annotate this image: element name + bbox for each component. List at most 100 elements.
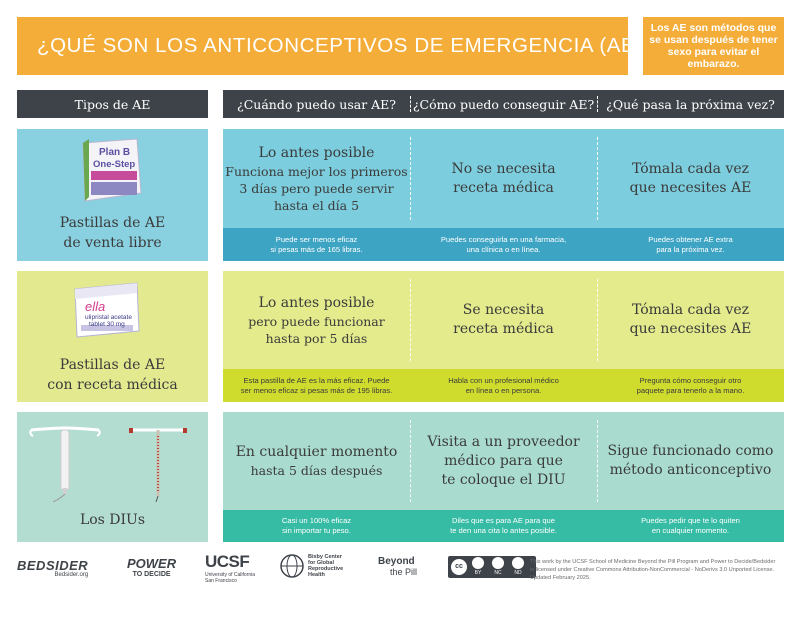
when-detail-line: hasta el día 5 xyxy=(273,197,360,213)
cc-icon: cc xyxy=(451,559,467,575)
row-prescription-pills: ella ulipristal acetate tablet 30 mg Pas… xyxy=(17,271,784,402)
how-line: te coloque el DIU xyxy=(441,471,566,488)
band-next-line: Puedes obtener AE extra xyxy=(648,234,733,244)
how-line: receta médica xyxy=(453,179,554,196)
cell-when: Lo antes posible pero puede funcionar ha… xyxy=(223,271,410,369)
ucsf-subtitle: University of California xyxy=(205,572,256,578)
creative-commons-badge: cc BY NC ND xyxy=(448,556,536,578)
band-next-line: Pregunta cómo conseguir otro xyxy=(639,375,742,385)
cell-how: Visita a un proveedor médico para que te… xyxy=(410,412,597,510)
footer: BEDSIDER Bedsider.org POWER TO DECIDE UC… xyxy=(17,552,784,592)
row-label-panel: Plan B One-Step Pastillas de AE de venta… xyxy=(17,129,208,261)
row-info-panel: En cualquier momento hasta 5 días despué… xyxy=(223,412,784,542)
row-footnote-band: Casi un 100% eficaz sin importar tu peso… xyxy=(223,510,784,542)
column-divider xyxy=(597,420,598,502)
how-line: Visita a un proveedor xyxy=(427,433,580,450)
row-footnote-band: Puede ser menos eficaz si pesas más de 1… xyxy=(223,228,784,261)
next-line: método anticonceptivo xyxy=(609,462,772,478)
when-detail-line: Funciona mejor los primeros xyxy=(225,163,408,179)
header-types: Tipos de AE xyxy=(17,90,208,118)
when-detail-line: 3 días pero puede servir xyxy=(239,180,394,196)
attribution-icon xyxy=(472,557,484,569)
band-how-line: te den una cita lo antes posible. xyxy=(450,526,557,535)
band-how-line: una clínica o en línea. xyxy=(466,244,541,254)
row-label-panel: Los DIUs xyxy=(17,412,208,542)
to-decide-wordmark: TO DECIDE xyxy=(132,571,171,578)
band-how-line: en línea o en persona. xyxy=(465,385,542,395)
bixby-line: Reproductive xyxy=(308,566,344,572)
band-next-line: Puedes pedir que te lo quiten xyxy=(641,516,740,525)
band-how-line: Habla con un profesional médico xyxy=(448,375,559,385)
plan-b-brand-line2: One-Step xyxy=(93,159,135,170)
ucsf-subtitle: San Francisco xyxy=(205,578,237,584)
next-line: que necesites AE xyxy=(629,321,752,337)
copper-iud-image xyxy=(29,426,101,502)
row-label-line1: Los DIUs xyxy=(79,512,146,528)
band-when-line: Puede ser menos eficaz xyxy=(275,234,358,244)
cell-when: Lo antes posible Funciona mejor los prim… xyxy=(223,129,410,228)
next-line: que necesites AE xyxy=(629,179,752,196)
how-line: receta médica xyxy=(453,321,554,337)
band-next-line: para la próxima vez. xyxy=(656,244,725,254)
row-info-panel: Lo antes posible pero puede funcionar ha… xyxy=(223,271,784,402)
when-detail-line: pero puede funcionar xyxy=(248,313,385,329)
beyond-the-pill-logo: Beyond the Pill xyxy=(378,556,417,577)
row-label: Pastillas de AE de venta libre xyxy=(17,213,208,253)
cell-when: En cualquier momento hasta 5 días despué… xyxy=(223,412,410,510)
cell-how: No se necesita receta médica xyxy=(410,129,597,228)
when-title: En cualquier momento xyxy=(235,444,398,460)
column-divider xyxy=(410,137,411,220)
header-bar xyxy=(223,90,784,118)
globe-icon xyxy=(280,554,304,578)
definition-note: Los AE son métodos que se usan después d… xyxy=(643,17,784,75)
the-pill-wordmark: the Pill xyxy=(390,567,418,577)
band-how: Puedes conseguirla en una farmacia, una … xyxy=(410,228,597,261)
column-divider xyxy=(410,279,411,361)
bedsider-url: Bedsider.org xyxy=(54,572,89,578)
bixby-line: Bixby Center xyxy=(308,554,342,560)
bedsider-wordmark: BEDSIDER xyxy=(17,558,89,573)
bixby-line: for Global xyxy=(308,560,334,566)
band-next: Pregunta cómo conseguir otro paquete par… xyxy=(597,369,784,402)
band-next: Puedes pedir que te lo quiten en cualqui… xyxy=(597,510,784,542)
row-label-line1: Pastillas de AE xyxy=(59,357,166,373)
title-bar: ¿QUÉ SON LOS ANTICONCEPTIVOS DE EMERGENC… xyxy=(17,17,654,75)
ella-drug: ulipristal acetate xyxy=(85,314,132,321)
row-label: Los DIUs xyxy=(17,510,208,530)
band-when: Puede ser menos eficaz si pesas más de 1… xyxy=(223,228,410,261)
band-how-line: Puedes conseguirla en una farmacia, xyxy=(440,234,567,244)
header-next: ¿Qué pasa la próxima vez? xyxy=(606,96,775,112)
band-how: Diles que es para AE para que te den una… xyxy=(410,510,597,542)
row-main-area: Lo antes posible pero puede funcionar ha… xyxy=(223,271,784,369)
ucsf-wordmark: UCSF xyxy=(205,552,250,571)
cell-how: Se necesita receta médica xyxy=(410,271,597,369)
row-label-line2: con receta médica xyxy=(47,377,178,393)
power-wordmark: POWER xyxy=(127,556,177,571)
when-title: Lo antes posible xyxy=(258,144,375,161)
column-divider xyxy=(597,137,598,220)
band-when-line: si pesas más de 165 libras. xyxy=(270,244,363,254)
band-when-line: Esta pastilla de AE es la más eficaz. Pu… xyxy=(243,375,390,385)
noncommercial-icon xyxy=(492,557,504,569)
band-when-line: sin importar tu peso. xyxy=(282,526,351,535)
row-label-line2: de venta libre xyxy=(63,235,162,251)
when-detail: pero puede funcionar hasta por 5 días xyxy=(248,313,384,347)
next-line: Tómala cada vez xyxy=(631,302,750,318)
when-detail: hasta 5 días después xyxy=(251,462,383,479)
row-otc-pills: Plan B One-Step Pastillas de AE de venta… xyxy=(17,129,784,261)
band-next-line: en cualquier momento. xyxy=(651,526,730,535)
when-title: Lo antes posible xyxy=(258,294,375,311)
when-detail-line: hasta 5 días después xyxy=(250,463,383,478)
page-title: ¿QUÉ SON LOS ANTICONCEPTIVOS DE EMERGENC… xyxy=(37,34,655,57)
column-divider xyxy=(597,279,598,361)
cell-next: Sigue funcionado como método anticoncept… xyxy=(597,412,784,510)
band-when-line: Casi un 100% eficaz xyxy=(281,516,352,525)
ella-dose: tablet 30 mg xyxy=(89,321,125,328)
hormonal-iud-image xyxy=(129,428,187,502)
band-next-line: paquete para tenerlo a la mano. xyxy=(636,385,745,395)
cc-by-label: BY xyxy=(474,570,482,576)
row-info-panel: Lo antes posible Funciona mejor los prim… xyxy=(223,129,784,261)
row-main-area: Lo antes posible Funciona mejor los prim… xyxy=(223,129,784,228)
how-line: No se necesita xyxy=(451,160,556,177)
header-divider xyxy=(597,96,598,112)
